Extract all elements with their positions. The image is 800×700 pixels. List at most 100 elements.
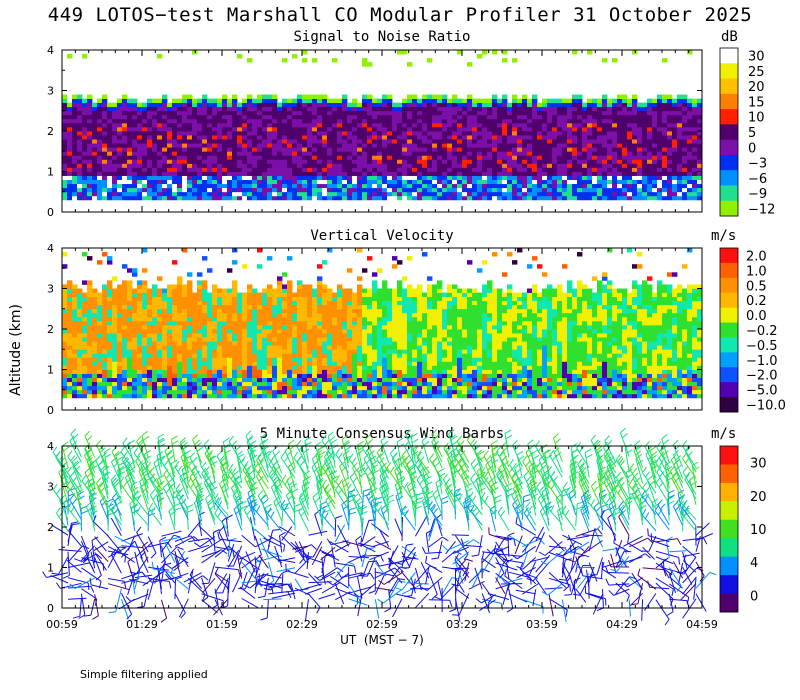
vv-cell (122, 341, 128, 346)
snr-cell (352, 167, 358, 172)
snr-cell (657, 102, 663, 108)
snr-cell (467, 62, 473, 67)
vv-cell (157, 329, 163, 334)
snr-cell (332, 151, 338, 156)
snr-cell (362, 135, 368, 140)
snr-cell (647, 175, 653, 180)
snr-cell (417, 102, 423, 108)
vv-cell (282, 316, 288, 322)
vv-cell (192, 361, 198, 366)
snr-cell (337, 155, 343, 160)
vv-cell (297, 329, 303, 334)
snr-cell (492, 163, 498, 168)
snr-cell (117, 175, 123, 180)
vv-cell (292, 341, 298, 346)
snr-cell (567, 110, 573, 116)
snr-cell (257, 118, 263, 124)
snr-cell (632, 171, 638, 176)
vv-cell (182, 345, 188, 350)
snr-cell (532, 106, 538, 112)
vv-cell (272, 337, 278, 342)
snr-cell (662, 143, 668, 148)
snr-cell (517, 110, 523, 116)
snr-cell (487, 126, 493, 132)
snr-cell (152, 163, 158, 168)
snr-cell (452, 155, 458, 160)
snr-cell (257, 106, 263, 112)
vv-cell (137, 329, 143, 334)
snr-cell (682, 98, 688, 104)
vv-cell (327, 381, 333, 387)
snr-cell (547, 131, 553, 136)
vv-cell (202, 357, 208, 362)
snr-cell (242, 126, 248, 132)
snr-cell (62, 131, 68, 136)
snr-cell (302, 187, 308, 193)
vv-cell (337, 365, 343, 370)
snr-cell (367, 126, 373, 132)
snr-cell (257, 167, 263, 172)
vv-cell (97, 300, 103, 306)
snr-cell (97, 187, 103, 193)
snr-cell (382, 167, 388, 172)
vv-cell (257, 377, 263, 383)
vv-cell (347, 385, 353, 391)
vv-cell (332, 329, 338, 334)
snr-cell (282, 191, 288, 197)
vv-cell (162, 308, 168, 314)
vv-cell (122, 316, 128, 322)
snr-cell (282, 187, 288, 193)
snr-cell (377, 195, 383, 201)
vv-cell (202, 320, 208, 326)
vv-cell (357, 369, 363, 374)
snr-cell (147, 102, 153, 108)
snr-cell (62, 98, 68, 104)
snr-cell (612, 171, 618, 176)
vv-cell (77, 288, 83, 293)
snr-cell (332, 58, 338, 63)
snr-cell (442, 94, 448, 99)
snr-cell (192, 171, 198, 176)
snr-cell (557, 126, 563, 132)
vv-cell (227, 389, 233, 395)
snr-cell (177, 187, 183, 193)
snr-cell (592, 179, 598, 185)
vv-cell (177, 316, 183, 322)
snr-cell (692, 171, 698, 176)
snr-cell (382, 195, 388, 201)
snr-cell (417, 171, 423, 176)
snr-cell (117, 126, 123, 132)
snr-cell (302, 110, 308, 116)
snr-cell (437, 163, 443, 168)
snr-cell (182, 131, 188, 136)
snr-cell (462, 131, 468, 136)
snr-cell (487, 135, 493, 140)
vv-cell (192, 369, 198, 374)
vv-cell (192, 353, 198, 358)
snr-cell (547, 195, 553, 201)
vv-cell (62, 373, 68, 378)
snr-cell (457, 143, 463, 148)
snr-cell (352, 139, 358, 144)
vv-cell (217, 393, 223, 399)
snr-cell (127, 159, 133, 164)
snr-cell (517, 191, 523, 197)
snr-cell (362, 175, 368, 180)
snr-cell (182, 114, 188, 120)
vv-cell (132, 333, 138, 338)
snr-cell (272, 106, 278, 112)
vv-cell (157, 357, 163, 362)
snr-cell (502, 195, 508, 201)
snr-cell (572, 159, 578, 164)
snr-cell (92, 135, 98, 140)
snr-cell (587, 171, 593, 176)
snr-cell (477, 155, 483, 160)
vv-cell (217, 312, 223, 318)
vv-cell (297, 292, 303, 297)
snr-cell (432, 139, 438, 144)
snr-cell (342, 94, 348, 99)
snr-cell (577, 110, 583, 116)
snr-cell (187, 183, 193, 189)
snr-cell (107, 191, 113, 197)
snr-cell (362, 98, 368, 104)
